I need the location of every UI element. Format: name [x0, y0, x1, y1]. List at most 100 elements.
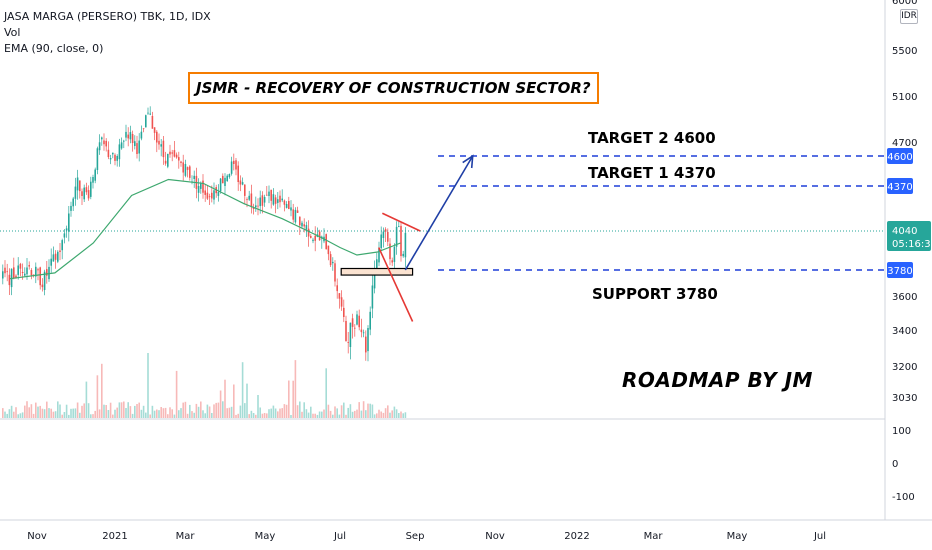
- candle-body: [241, 182, 244, 185]
- time-tick-label: Sep: [406, 531, 425, 542]
- volume-bar: [215, 402, 217, 418]
- candle-body: [200, 183, 202, 189]
- volume-bar: [325, 368, 327, 418]
- volume-bar: [336, 408, 338, 418]
- price-tag-3780[interactable]: [887, 262, 913, 278]
- candle-body: [294, 209, 297, 223]
- volume-bar: [184, 401, 187, 418]
- volume-bar: [37, 406, 39, 418]
- candle-body: [158, 140, 160, 145]
- currency-badge[interactable]: IDR: [900, 9, 918, 24]
- volume-bar: [4, 411, 6, 418]
- volume-bar: [114, 409, 116, 418]
- candle-body: [13, 267, 15, 279]
- candle-body: [252, 207, 255, 209]
- candle-body: [21, 272, 24, 273]
- candle-body: [237, 165, 239, 182]
- volume-bar: [316, 414, 319, 418]
- candle-body: [92, 177, 94, 183]
- volume-bar: [360, 410, 363, 418]
- candle-body: [101, 137, 103, 140]
- candle-body: [279, 195, 281, 203]
- author-signature: ROADMAP BY JM: [622, 368, 813, 392]
- candle-body: [98, 142, 101, 151]
- candle-body: [118, 144, 121, 160]
- time-tick-label: Mar: [644, 531, 664, 542]
- ema-line: [9, 178, 401, 280]
- volume-bar: [266, 413, 268, 418]
- volume-bar: [92, 414, 94, 418]
- volume-bar: [162, 408, 165, 418]
- candle-body: [347, 342, 349, 343]
- last-price-tag[interactable]: [887, 221, 931, 251]
- candle-body: [266, 194, 268, 196]
- candle-body: [382, 231, 385, 238]
- volume-bar: [164, 407, 167, 418]
- candle-body: [369, 311, 371, 330]
- volume-bar: [65, 404, 68, 418]
- volume-bar: [307, 412, 310, 418]
- volume-bar: [354, 410, 356, 418]
- price-tag-4370[interactable]: [887, 178, 913, 194]
- candle-body: [235, 160, 237, 170]
- candle-body: [54, 253, 57, 260]
- candle-body: [145, 115, 147, 128]
- volume-bar: [169, 407, 171, 418]
- candle-body: [151, 116, 154, 129]
- candle-body: [356, 314, 358, 325]
- price-tag-4600[interactable]: [887, 148, 913, 164]
- candle-body: [362, 332, 365, 334]
- volume-bar: [288, 380, 290, 418]
- candle-body: [120, 142, 123, 149]
- volume-bar: [400, 411, 402, 418]
- price-axis[interactable]: 6000 5500 5100 4700 3600 3400 3200 3030 4600 4370…: [887, 0, 932, 503]
- candle-body: [193, 175, 195, 179]
- candle-body: [288, 201, 290, 209]
- candle-body: [160, 144, 162, 147]
- candle-body: [59, 250, 61, 252]
- volume-bar: [140, 409, 143, 418]
- candle-body: [83, 187, 85, 200]
- volume-bar: [191, 411, 193, 418]
- volume-bar: [131, 413, 134, 418]
- volume-bar: [369, 403, 371, 418]
- time-axis[interactable]: Nov 2021 Mar May Jul Sep Nov 2022 Mar May Jul: [27, 531, 826, 542]
- candle-body: [182, 162, 184, 173]
- volume-bar: [8, 409, 11, 418]
- volume-bar: [299, 401, 301, 418]
- candle-body: [105, 140, 107, 147]
- wedge-line-2: [377, 247, 414, 322]
- volume-bar: [224, 379, 226, 418]
- volume-bar: [380, 411, 382, 418]
- volume-bar: [182, 402, 184, 418]
- volume-bar: [356, 409, 358, 418]
- volume-bar: [384, 408, 387, 418]
- volume-bar: [50, 408, 52, 418]
- volume-bar: [68, 414, 70, 418]
- time-tick-label: Jul: [333, 531, 346, 542]
- volume-bar: [13, 411, 15, 418]
- candle-body: [206, 192, 209, 199]
- volume-bar: [334, 406, 336, 418]
- volume-bar: [112, 414, 114, 418]
- candle-body: [17, 265, 19, 275]
- candle-body: [164, 160, 167, 164]
- candle-body: [94, 169, 96, 181]
- volume-bar: [19, 413, 22, 418]
- candle-body: [2, 271, 4, 279]
- volume-bar: [136, 404, 138, 418]
- volume-bar: [365, 410, 367, 418]
- volume-bar: [61, 414, 63, 418]
- candle-body: [61, 240, 63, 251]
- candle-body: [171, 152, 173, 154]
- volume-bar: [105, 405, 107, 418]
- candle-body: [239, 180, 242, 185]
- candle-body: [189, 166, 191, 178]
- time-tick-label: May: [727, 531, 748, 542]
- volume-bar: [74, 408, 77, 418]
- volume-bar: [248, 414, 250, 418]
- volume-bar: [76, 402, 79, 418]
- support-zone: [340, 267, 414, 276]
- candle-body: [114, 154, 116, 161]
